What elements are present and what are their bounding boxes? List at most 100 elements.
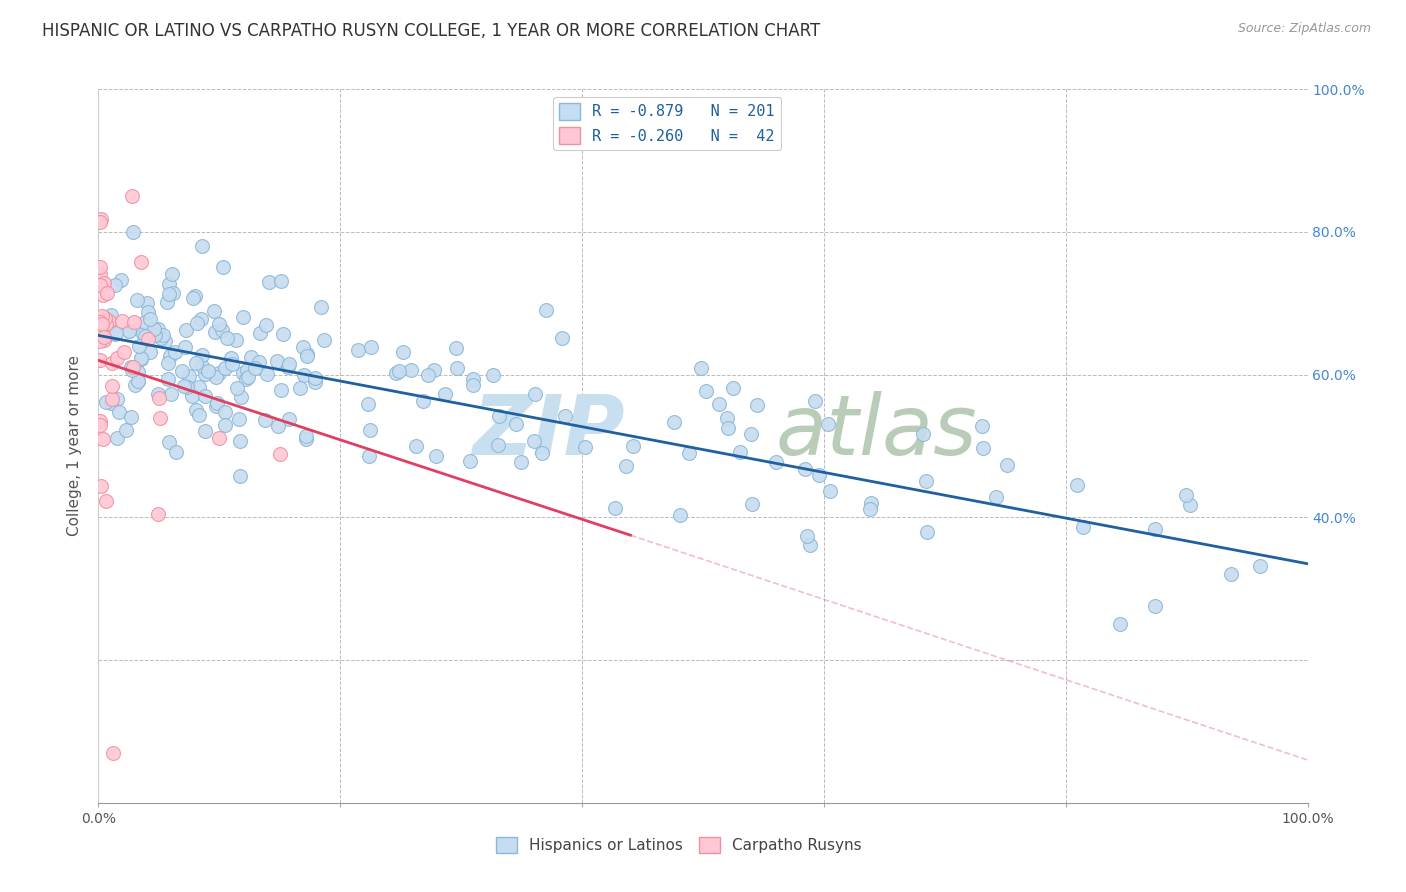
Point — [110, 273, 132, 287]
Point — [970, 418, 993, 433]
Point — [1220, 567, 1243, 582]
Point — [163, 344, 186, 359]
Point — [214, 405, 236, 419]
Point — [385, 366, 408, 380]
Point — [1249, 558, 1271, 573]
Point — [89, 353, 111, 368]
Point — [105, 351, 128, 365]
Point — [434, 387, 457, 401]
Point — [194, 367, 217, 381]
Point — [127, 374, 149, 388]
Point — [202, 304, 225, 318]
Point — [128, 339, 150, 353]
Point — [191, 359, 214, 373]
Point — [173, 378, 195, 392]
Point — [446, 341, 468, 355]
Point — [124, 378, 146, 392]
Point — [481, 368, 503, 382]
Point — [232, 366, 254, 380]
Point — [157, 434, 180, 449]
Point — [984, 490, 1007, 504]
Point — [294, 429, 316, 443]
Point — [257, 275, 280, 289]
Point — [214, 417, 236, 432]
Point — [690, 361, 713, 376]
Point — [89, 267, 111, 281]
Point — [266, 354, 288, 368]
Point — [94, 310, 117, 325]
Point — [249, 326, 271, 340]
Text: ZIP: ZIP — [472, 392, 624, 472]
Point — [148, 322, 170, 336]
Point — [1143, 599, 1166, 614]
Point — [93, 276, 115, 290]
Point — [695, 384, 717, 398]
Point — [156, 356, 179, 370]
Point — [100, 396, 122, 410]
Point — [208, 317, 231, 331]
Point — [235, 372, 257, 386]
Point — [235, 363, 257, 377]
Point — [190, 348, 212, 362]
Point — [860, 496, 883, 510]
Point — [138, 305, 160, 319]
Point — [221, 357, 243, 371]
Point — [90, 318, 112, 332]
Point — [93, 318, 115, 332]
Point — [304, 370, 326, 384]
Point — [721, 381, 744, 395]
Point — [231, 391, 253, 405]
Point — [101, 356, 124, 370]
Point — [239, 350, 262, 364]
Point — [197, 364, 219, 378]
Point — [314, 333, 336, 347]
Point — [765, 455, 787, 469]
Point — [121, 363, 143, 377]
Point — [188, 408, 211, 422]
Point — [136, 296, 159, 310]
Point — [127, 293, 149, 307]
Point — [127, 374, 149, 388]
Point — [184, 403, 207, 417]
Point — [91, 288, 114, 302]
Point — [346, 343, 368, 357]
Point — [105, 431, 128, 445]
Point — [859, 502, 882, 516]
Point — [530, 445, 553, 459]
Point — [915, 474, 938, 488]
Point — [271, 327, 294, 342]
Point — [214, 360, 236, 375]
Point — [208, 366, 231, 380]
Point — [803, 394, 825, 409]
Point — [112, 345, 135, 359]
Point — [89, 315, 111, 329]
Point — [463, 372, 485, 386]
Point — [90, 317, 112, 331]
Point — [236, 369, 259, 384]
Y-axis label: College, 1 year or more: College, 1 year or more — [67, 356, 83, 536]
Point — [463, 377, 485, 392]
Point — [574, 440, 596, 454]
Point — [124, 315, 146, 329]
Point — [297, 349, 319, 363]
Point — [309, 300, 332, 314]
Point — [817, 417, 839, 431]
Point — [94, 317, 117, 331]
Point — [912, 426, 935, 441]
Point — [89, 260, 111, 275]
Point — [204, 325, 226, 339]
Point — [405, 439, 427, 453]
Point — [745, 398, 768, 412]
Point — [90, 212, 112, 227]
Point — [716, 411, 738, 425]
Point — [391, 344, 413, 359]
Point — [134, 328, 156, 343]
Point — [1109, 617, 1132, 632]
Point — [247, 354, 270, 368]
Point — [131, 255, 153, 269]
Point — [707, 397, 730, 411]
Point — [488, 409, 510, 423]
Point — [129, 351, 152, 365]
Point — [149, 331, 172, 345]
Point — [180, 389, 202, 403]
